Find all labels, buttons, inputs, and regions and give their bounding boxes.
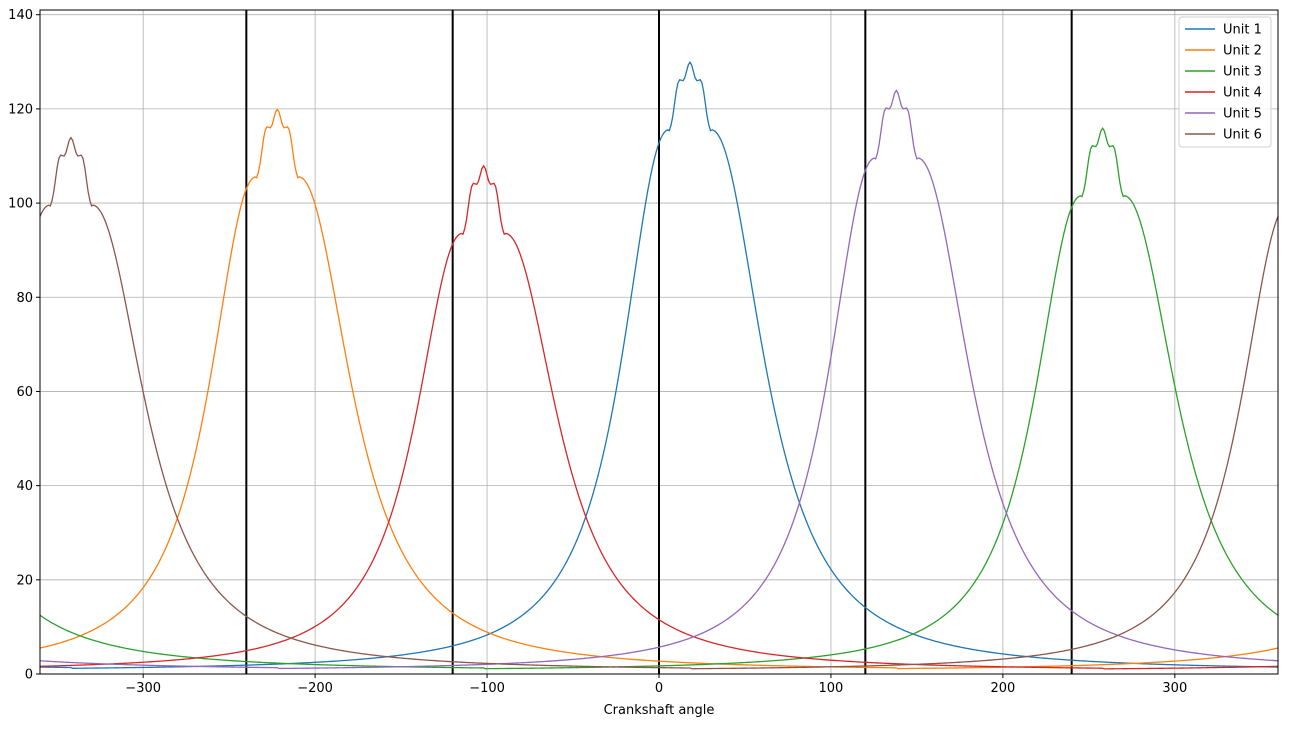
series-line-2 [39,108,1279,670]
y-tick-label: 40 [16,479,33,494]
y-tick-label: 0 [25,668,33,683]
series-line-5 [39,89,1279,670]
series-line-1 [39,61,1279,669]
legend-label: Unit 6 [1223,128,1262,143]
y-tick-label: 100 [8,197,33,212]
vertical-reference-lines [245,10,1073,674]
x-tick-label: 200 [990,681,1015,696]
legend-label: Unit 1 [1223,23,1262,38]
x-tick-label: 100 [819,681,844,696]
y-tick-label: 20 [16,573,33,588]
legend-label: Unit 5 [1223,107,1262,122]
x-tick-label: −200 [297,681,333,696]
series-lines [39,61,1279,670]
legend: Unit 1 Unit 2 Unit 3 Unit 4 Unit 5 Unit 6 [1178,16,1272,148]
y-tick-label: 120 [8,102,33,117]
x-tick-label: 0 [655,681,663,696]
series-line-4 [39,164,1279,670]
legend-label: Unit 4 [1223,86,1262,101]
legend-label: Unit 3 [1223,65,1262,80]
y-axis-ticks: 0 20 40 60 80 100 120 140 [8,8,40,683]
x-axis-ticks: −300 −200 −100 0 100 200 300 [125,674,1187,696]
x-tick-label: −100 [469,681,505,696]
y-tick-label: 140 [8,8,33,23]
series-line-3 [39,126,1279,670]
x-tick-label: −300 [125,681,161,696]
y-tick-label: 80 [16,291,33,306]
y-tick-label: 60 [16,385,33,400]
x-axis-title: Crankshaft angle [604,703,715,718]
series-line-6 [39,136,1279,670]
x-tick-label: 300 [1162,681,1187,696]
legend-label: Unit 2 [1223,44,1262,59]
